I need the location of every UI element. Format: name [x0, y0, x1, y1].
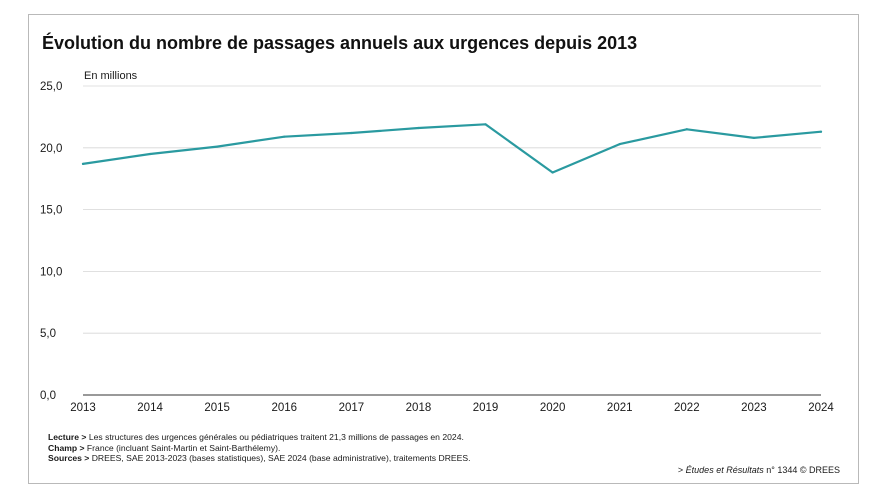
data-point — [618, 142, 621, 146]
x-tick-label: 2016 — [271, 402, 297, 414]
y-tick-label: 20,0 — [40, 143, 62, 155]
note-lecture-text: Les structures des urgences générales ou… — [86, 432, 464, 442]
x-tick-label: 2014 — [137, 402, 163, 414]
data-point — [685, 128, 688, 131]
data-point — [551, 171, 554, 174]
chart-frame — [28, 14, 859, 484]
source-reference: > Études et Résultats n° 1344 © DREES — [678, 465, 840, 475]
x-tick-label: 2019 — [473, 402, 499, 414]
data-point — [819, 130, 823, 133]
source-ref-prefix: > — [677, 465, 686, 475]
chart-notes: Lecture > Les structures des urgences gé… — [48, 432, 471, 464]
data-point — [417, 126, 420, 130]
x-tick-label: 2021 — [607, 402, 633, 414]
data-point — [283, 135, 286, 138]
x-tick-label: 2020 — [540, 402, 566, 414]
note-champ-text: France (incluant Saint-Martin et Saint-B… — [84, 442, 281, 453]
y-tick-label: 15,0 — [40, 205, 62, 217]
y-tick-label: 10,0 — [40, 266, 62, 278]
y-tick-label: 0,0 — [40, 390, 56, 402]
x-tick-label: 2022 — [674, 402, 700, 414]
y-axis-label: En millions — [84, 70, 138, 82]
data-point — [752, 136, 756, 140]
source-ref-suffix: n° 1344 © DREES — [763, 465, 840, 475]
x-tick-label: 2017 — [339, 402, 365, 414]
y-tick-label: 5,0 — [40, 328, 56, 340]
x-tick-label: 2013 — [70, 402, 96, 414]
x-tick-label: 2015 — [204, 402, 230, 414]
series-line — [81, 123, 823, 174]
data-point — [216, 145, 219, 148]
data-point — [81, 162, 85, 165]
note-lecture-label: Lecture > — [48, 432, 87, 442]
data-point — [350, 131, 353, 135]
note-sources-text: DREES, SAE 2013-2023 (bases statistiques… — [89, 453, 471, 464]
data-point — [148, 152, 152, 156]
data-point — [484, 123, 487, 126]
x-tick-label: 2024 — [808, 402, 834, 414]
note-sources: Sources > DREES, SAE 2013-2023 (bases st… — [48, 453, 471, 464]
note-lecture: Lecture > Les structures des urgences gé… — [48, 432, 471, 443]
note-sources-label: Sources > — [48, 453, 90, 464]
chart-title: Évolution du nombre de passages annuels … — [42, 33, 638, 53]
source-ref-publication: Études et Résultats — [685, 465, 764, 475]
note-champ-label: Champ > — [48, 442, 85, 453]
y-tick-label: 25,0 — [40, 81, 62, 93]
note-champ: Champ > France (incluant Saint-Martin et… — [48, 443, 471, 454]
x-tick-label: 2018 — [406, 402, 432, 414]
x-tick-label: 2023 — [741, 402, 767, 414]
